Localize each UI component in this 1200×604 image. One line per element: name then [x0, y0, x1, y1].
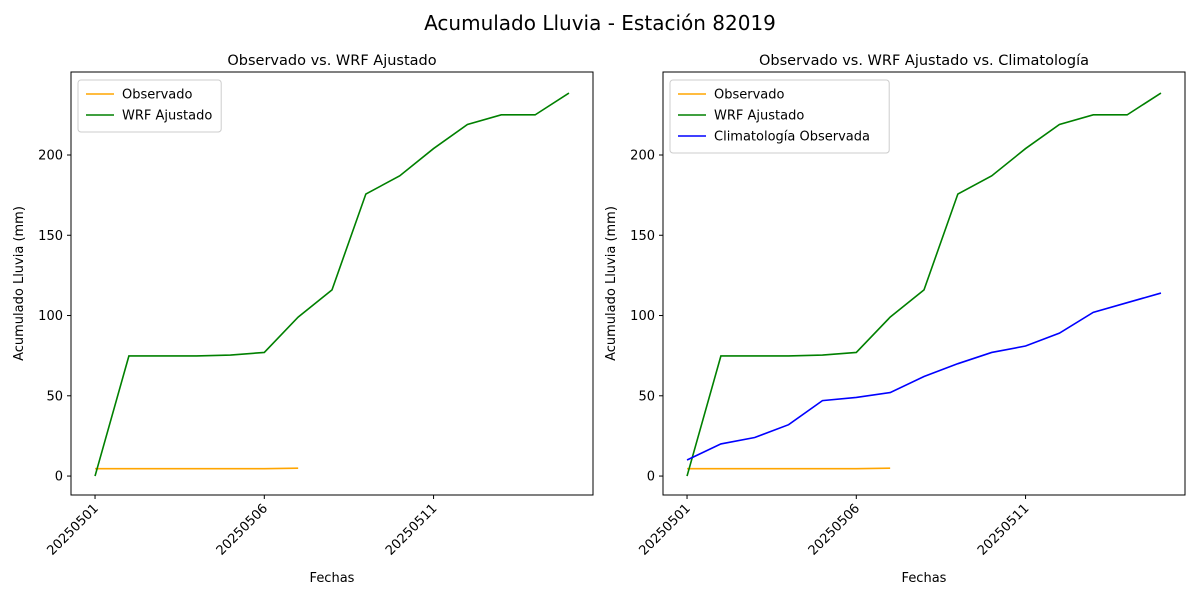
legend-label: Climatología Observada: [714, 130, 870, 145]
y-tick-label: 100: [38, 309, 63, 324]
legend-label: Observado: [122, 88, 193, 103]
y-tick-label: 100: [630, 309, 655, 324]
line-series: [95, 93, 569, 476]
y-tick-label: 200: [38, 148, 63, 163]
figure-title: Acumulado Lluvia - Estación 82019: [424, 11, 776, 35]
legend-label: WRF Ajustado: [122, 109, 212, 124]
x-tick-label: 20250501: [636, 501, 693, 558]
y-tick-label: 0: [647, 470, 655, 485]
y-tick-label: 50: [46, 389, 63, 404]
subplot-title: Observado vs. WRF Ajustado: [227, 53, 436, 69]
y-tick-label: 200: [630, 148, 655, 163]
legend-label: WRF Ajustado: [714, 109, 804, 124]
y-tick-label: 150: [630, 229, 655, 244]
line-series: [687, 293, 1161, 460]
x-tick-label: 20250506: [214, 501, 271, 558]
y-axis-label: Acumulado Lluvia (mm): [604, 206, 619, 361]
y-axis-label: Acumulado Lluvia (mm): [12, 206, 27, 361]
x-tick-label: 20250511: [383, 501, 440, 558]
x-tick-label: 20250506: [806, 501, 863, 558]
y-tick-label: 0: [55, 470, 63, 485]
axes-frame: [71, 72, 593, 495]
x-tick-label: 20250501: [44, 501, 101, 558]
y-tick-label: 150: [38, 229, 63, 244]
x-axis-label: Fechas: [310, 571, 355, 586]
legend-label: Observado: [714, 88, 785, 103]
y-tick-label: 50: [638, 389, 655, 404]
x-tick-label: 20250511: [975, 501, 1032, 558]
subplot-title: Observado vs. WRF Ajustado vs. Climatolo…: [759, 53, 1089, 69]
x-axis-label: Fechas: [902, 571, 947, 586]
